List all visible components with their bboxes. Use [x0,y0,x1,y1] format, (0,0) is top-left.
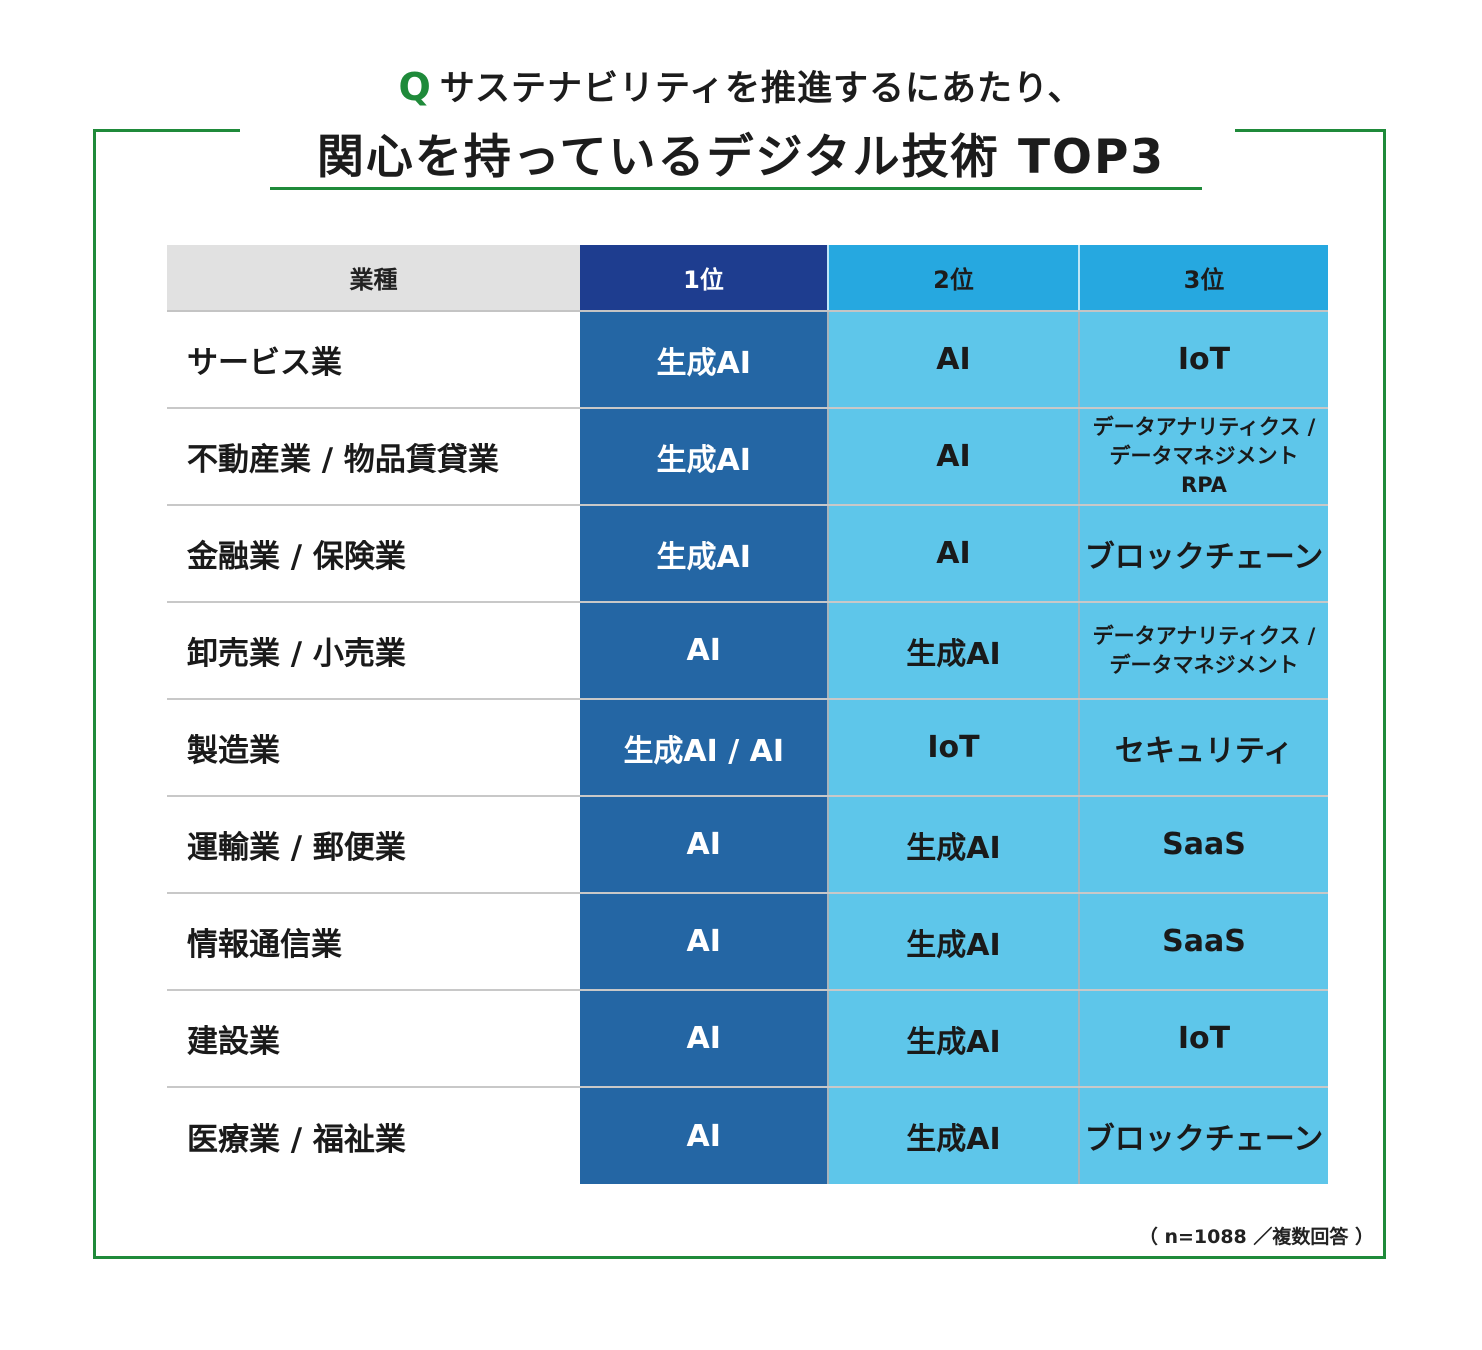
rank2-cell: 生成AI [827,990,1079,1088]
header-rank3: 3位 [1078,245,1328,312]
table-row: サービス業 生成AI AI IoT [167,311,1328,409]
industry-cell: 製造業 [167,699,580,797]
page-title: 関心を持っているデジタル技術 TOP3 [316,130,1166,185]
header-industry: 業種 [167,245,580,312]
ranking-table: 業種 1位 2位 3位 サービス業 生成AI AI IoT 不動産業 / 物品賃貸業 生成… [167,245,1328,1184]
table-row: 情報通信業 AI 生成AI SaaS [167,893,1328,991]
rank3-cell: データアナリティクス / データマネジメント RPA [1078,408,1328,506]
rank1-cell: AI [579,1087,828,1184]
table-row: 製造業 生成AI / AI IoT セキュリティ [167,699,1328,797]
industry-cell: 建設業 [167,990,580,1088]
rank2-cell: AI [827,311,1079,409]
rank2-cell: 生成AI [827,1087,1079,1184]
header-rank1: 1位 [580,245,828,312]
rank1-cell: 生成AI [579,505,828,603]
table-row: 建設業 AI 生成AI IoT [167,990,1328,1088]
industry-cell: 情報通信業 [167,893,580,991]
industry-cell: 不動産業 / 物品賃貸業 [167,408,580,506]
table-row: 医療業 / 福祉業 AI 生成AI ブロックチェーン [167,1087,1328,1184]
rank1-cell: AI [579,990,828,1088]
industry-cell: 運輸業 / 郵便業 [167,796,580,894]
rank1-cell: 生成AI [579,311,828,409]
rank3-cell: セキュリティ [1078,699,1328,797]
rank1-cell: 生成AI / AI [579,699,828,797]
sample-note: （ n=1088 ／複数回答 ） [1138,1226,1374,1248]
subtitle-text: サステナビリティを推進するにあたり、 [439,69,1084,109]
rank2-cell: 生成AI [827,796,1079,894]
table-row: 不動産業 / 物品賃貸業 生成AI AI データアナリティクス / データマネジメント R… [167,408,1328,506]
q-mark: Q [398,65,432,109]
rank3-cell: IoT [1078,990,1328,1088]
title-underline [270,187,1202,190]
rank3-cell: SaaS [1078,796,1328,894]
table-row: 金融業 / 保険業 生成AI AI ブロックチェーン [167,505,1328,603]
rank1-cell: 生成AI [579,408,828,506]
rank3-cell: ブロックチェーン [1078,1087,1328,1184]
rank3-cell: ブロックチェーン [1078,505,1328,603]
industry-cell: 卸売業 / 小売業 [167,602,580,700]
industry-cell: 金融業 / 保険業 [167,505,580,603]
rank2-cell: 生成AI [827,893,1079,991]
rank2-cell: AI [827,408,1079,506]
rank3-cell: SaaS [1078,893,1328,991]
industry-cell: サービス業 [167,311,580,409]
title-mask [240,118,1235,142]
table-row: 卸売業 / 小売業 AI 生成AI データアナリティクス / データマネジメント [167,602,1328,700]
industry-cell: 医療業 / 福祉業 [167,1087,580,1184]
rank1-cell: AI [579,602,828,700]
rank1-cell: AI [579,796,828,894]
header-rank2: 2位 [827,245,1079,312]
header-row: 業種 1位 2位 3位 [167,245,1328,312]
rank2-cell: IoT [827,699,1079,797]
rank2-cell: AI [827,505,1079,603]
question-subtitle: Q サステナビリティを推進するにあたり、 [0,62,1482,114]
rank3-cell: データアナリティクス / データマネジメント [1078,602,1328,700]
table-row: 運輸業 / 郵便業 AI 生成AI SaaS [167,796,1328,894]
rank3-cell: IoT [1078,311,1328,409]
rank1-cell: AI [579,893,828,991]
rank2-cell: 生成AI [827,602,1079,700]
